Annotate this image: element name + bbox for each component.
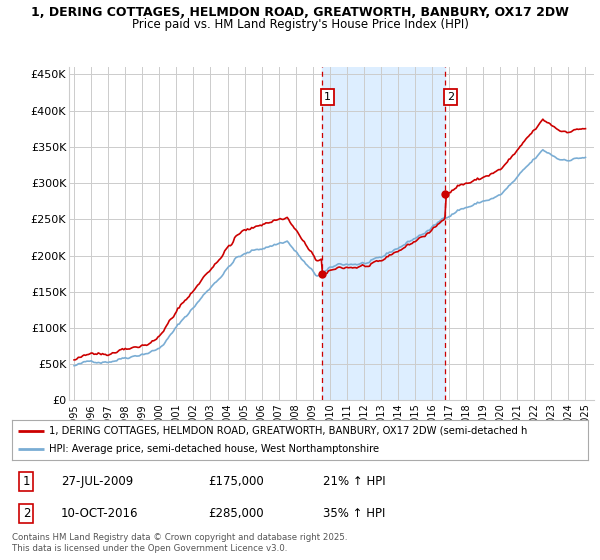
Text: 27-JUL-2009: 27-JUL-2009 xyxy=(61,475,133,488)
Text: 1: 1 xyxy=(23,475,30,488)
Text: HPI: Average price, semi-detached house, West Northamptonshire: HPI: Average price, semi-detached house,… xyxy=(49,445,380,454)
Text: 1, DERING COTTAGES, HELMDON ROAD, GREATWORTH, BANBURY, OX17 2DW (semi-detached h: 1, DERING COTTAGES, HELMDON ROAD, GREATW… xyxy=(49,426,528,436)
Text: 21% ↑ HPI: 21% ↑ HPI xyxy=(323,475,386,488)
Text: 2: 2 xyxy=(23,507,30,520)
Text: 10-OCT-2016: 10-OCT-2016 xyxy=(61,507,139,520)
Text: £285,000: £285,000 xyxy=(208,507,263,520)
Text: Price paid vs. HM Land Registry's House Price Index (HPI): Price paid vs. HM Land Registry's House … xyxy=(131,18,469,31)
Text: 1, DERING COTTAGES, HELMDON ROAD, GREATWORTH, BANBURY, OX17 2DW: 1, DERING COTTAGES, HELMDON ROAD, GREATW… xyxy=(31,6,569,18)
Text: 1: 1 xyxy=(324,92,331,102)
Text: 35% ↑ HPI: 35% ↑ HPI xyxy=(323,507,385,520)
Text: 2: 2 xyxy=(447,92,454,102)
Text: Contains HM Land Registry data © Crown copyright and database right 2025.
This d: Contains HM Land Registry data © Crown c… xyxy=(12,533,347,553)
Bar xyxy=(322,67,445,400)
Text: £175,000: £175,000 xyxy=(208,475,263,488)
